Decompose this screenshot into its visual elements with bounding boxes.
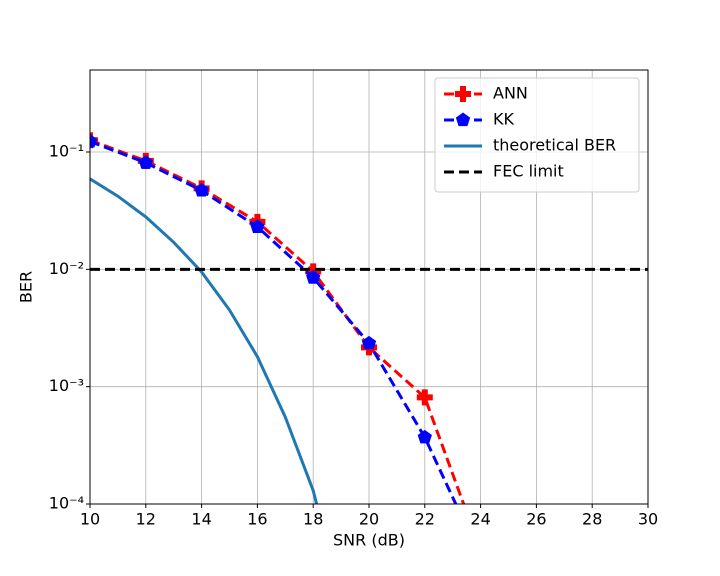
x-tick-label: 20 <box>359 510 379 529</box>
series-line <box>90 138 466 504</box>
legend-label: KK <box>493 110 514 129</box>
data-point <box>138 155 153 169</box>
data-point <box>361 335 377 350</box>
legend-box <box>434 77 640 193</box>
data-point <box>90 133 98 148</box>
series-line <box>90 140 458 504</box>
legend-label: FEC limit <box>493 162 564 181</box>
x-tick-label: 28 <box>582 510 602 529</box>
legend-label: ANN <box>493 84 528 103</box>
y-tick-label: 10⁻⁴ <box>49 494 84 513</box>
legend-marker <box>455 112 471 127</box>
series-line <box>90 177 319 504</box>
x-tick-label: 26 <box>526 510 546 529</box>
y-axis-label: BER <box>17 271 36 303</box>
data-point <box>194 182 209 197</box>
x-tick-label: 16 <box>247 510 267 529</box>
x-tick-label: 14 <box>191 510 211 529</box>
y-tick-label: 10⁻³ <box>49 376 84 395</box>
y-tick-label: 10⁻¹ <box>49 142 84 161</box>
data-point <box>417 429 432 444</box>
x-tick-label: 10 <box>80 510 100 529</box>
x-tick-label: 12 <box>136 510 156 529</box>
x-tick-label: 22 <box>415 510 435 529</box>
legend: ANN KK theoretical BER FEC limit <box>434 77 640 193</box>
data-point <box>416 389 433 406</box>
y-tick-label: 10⁻² <box>49 259 84 278</box>
plot-area <box>90 132 648 504</box>
x-tick-label: 30 <box>638 510 658 529</box>
legend-label: theoretical BER <box>493 136 616 155</box>
ticks: 10 12 14 16 18 20 22 24 26 28 30 10⁻⁴ 10⁻³ 10⁻² 10⁻¹ <box>49 142 658 529</box>
x-axis-label: SNR (dB) <box>333 531 405 550</box>
legend-marker <box>455 86 471 102</box>
data-point <box>306 270 321 284</box>
x-tick-label: 18 <box>303 510 323 529</box>
x-tick-label: 24 <box>470 510 490 529</box>
data-point <box>250 219 265 233</box>
